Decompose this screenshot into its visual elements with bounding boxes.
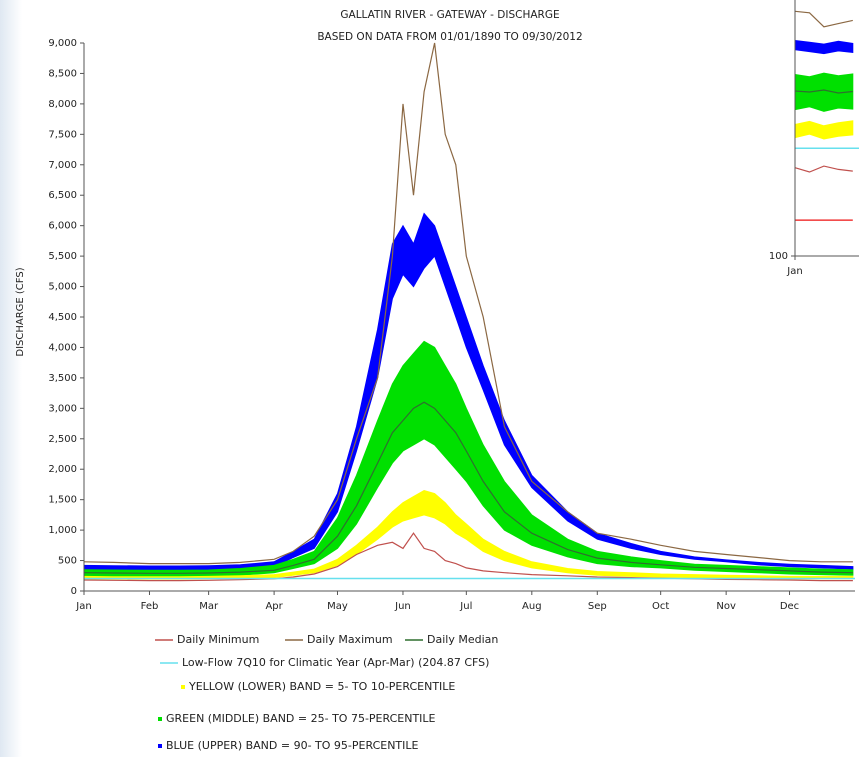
x-tick-label: Mar: [199, 601, 219, 612]
percentile-band: [83, 212, 854, 571]
y-tick-label: 6,500: [48, 190, 77, 201]
legend-swatch: [181, 685, 185, 689]
legend-label: Daily Minimum: [177, 633, 259, 646]
series-line: [794, 165, 853, 173]
y-tick-label: 8,000: [48, 99, 77, 110]
y-tick-label: 8,500: [48, 68, 77, 79]
y-tick-label: 1,500: [48, 495, 77, 506]
y-tick-label: 9,000: [48, 38, 77, 49]
legend-label: Daily Median: [427, 633, 498, 646]
x-tick-label: Jan: [75, 601, 91, 612]
y-tick-label: 100: [769, 251, 788, 262]
legend-label: Low-Flow 7Q10 for Climatic Year (Apr-Mar…: [182, 656, 489, 669]
y-tick-label: 500: [58, 556, 77, 567]
x-tick-label: Jul: [459, 601, 472, 612]
y-tick-label: 2,000: [48, 464, 77, 475]
y-tick-label: 1,000: [48, 525, 77, 536]
y-tick-label: 5,000: [48, 282, 77, 293]
y-tick-label: 4,000: [48, 342, 77, 353]
y-tick-label: 7,500: [48, 129, 77, 140]
legend-label: GREEN (MIDDLE) BAND = 25- TO 75-PERCENTI…: [166, 712, 436, 725]
y-tick-label: 7,000: [48, 160, 77, 171]
legend-label: YELLOW (LOWER) BAND = 5- TO 10-PERCENTIL…: [188, 680, 455, 693]
series-line: [794, 89, 853, 94]
series-line: [83, 42, 853, 565]
x-tick-label: Oct: [652, 601, 669, 612]
x-tick-label: Nov: [716, 601, 736, 612]
series-line: [794, 10, 853, 28]
x-tick-label: Dec: [780, 601, 799, 612]
y-tick-label: 5,500: [48, 251, 77, 262]
series-line: [83, 401, 853, 574]
chart-title: GALLATIN RIVER - GATEWAY - DISCHARGE: [340, 9, 559, 21]
legend-swatch: [158, 717, 162, 721]
y-tick-label: 4,500: [48, 312, 77, 323]
y-axis-label: DISCHARGE (CFS): [15, 267, 26, 356]
y-tick-label: 3,500: [48, 373, 77, 384]
percentile-band: [83, 340, 854, 577]
y-tick-label: 6,000: [48, 221, 77, 232]
x-tick-label: Jun: [394, 601, 411, 612]
percentile-band: [794, 120, 854, 140]
y-tick-label: 3,000: [48, 403, 77, 414]
background-edge: [0, 0, 22, 757]
percentile-band: [794, 39, 854, 55]
legend-swatch: [158, 744, 162, 748]
x-tick-label: Feb: [141, 601, 159, 612]
x-tick-label: May: [327, 601, 348, 612]
x-tick-label: Aug: [522, 601, 542, 612]
chart-subtitle: BASED ON DATA FROM 01/01/1890 TO 09/30/2…: [317, 31, 582, 43]
x-tick-label: Apr: [265, 601, 283, 612]
y-tick-label: 2,500: [48, 434, 77, 445]
x-tick-label: Sep: [588, 601, 607, 612]
x-tick-label: Jan: [786, 266, 802, 277]
legend-label: BLUE (UPPER) BAND = 90- TO 95-PERCENTILE: [166, 739, 419, 752]
y-tick-label: 0: [71, 586, 77, 597]
legend-label: Daily Maximum: [307, 633, 393, 646]
percentile-band: [794, 72, 854, 112]
